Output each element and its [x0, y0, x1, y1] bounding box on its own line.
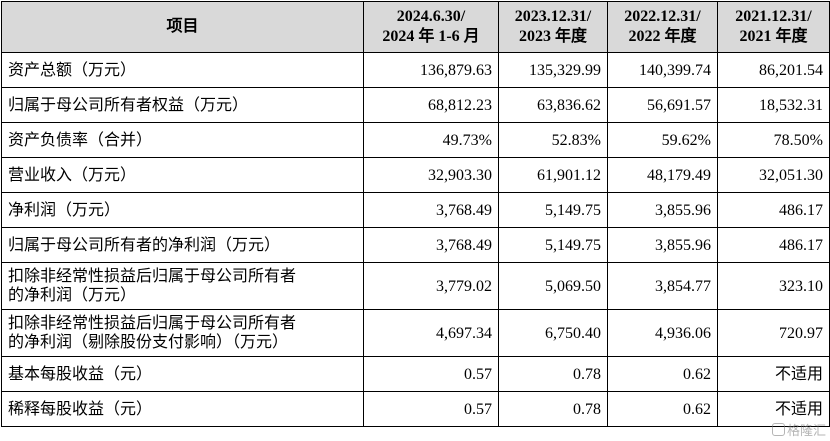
value-cell: 不适用	[717, 356, 830, 392]
value-cell: 0.78	[498, 356, 608, 392]
value-cell: 0.57	[363, 391, 499, 427]
table-row: 资产总额（万元） 136,879.63 135,329.99 140,399.74 86…	[1, 52, 830, 88]
table-row: 营业收入（万元） 32,903.30 61,901.12 48,179.49 32,05…	[1, 157, 830, 193]
value-cell: 486.17	[717, 227, 830, 263]
value-cell: 32,051.30	[717, 157, 830, 193]
value-cell: 5,149.75	[498, 227, 608, 263]
table-row: 归属于母公司所有者的净利润（万元） 3,768.49 5,149.75 3,855.9…	[1, 227, 830, 263]
value-cell: 18,532.31	[717, 87, 830, 123]
value-cell: 0.62	[607, 356, 718, 392]
table-row: 净利润（万元） 3,768.49 5,149.75 3,855.96 486.17	[1, 192, 830, 228]
value-cell: 32,903.30	[363, 157, 499, 193]
value-cell: 0.78	[498, 391, 608, 427]
table-row: 稀释每股收益（元） 0.57 0.78 0.62 不适用	[1, 391, 830, 427]
row-label: 稀释每股收益（元）	[1, 391, 364, 427]
row-label: 归属于母公司所有者的净利润（万元）	[1, 227, 364, 263]
value-cell: 59.62%	[607, 122, 718, 158]
row-label: 扣除非经常性损益后归属于母公司所有者 的净利润（剔除股份支付影响）（万元）	[1, 309, 364, 357]
header-2022: 2022.12.31/2022 年度	[607, 1, 718, 53]
row-label: 净利润（万元）	[1, 192, 364, 228]
value-cell: 135,329.99	[498, 52, 608, 88]
value-cell: 0.57	[363, 356, 499, 392]
value-cell: 52.83%	[498, 122, 608, 158]
watermark: 格隆汇	[771, 420, 826, 439]
table-row: 扣除非经常性损益后归属于母公司所有者 的净利润（剔除股份支付影响）（万元） 4,69…	[1, 309, 830, 357]
value-cell: 3,768.49	[363, 227, 499, 263]
header-2024h1: 2024.6.30/2024 年 1-6 月	[363, 1, 499, 53]
value-cell: 49.73%	[363, 122, 499, 158]
value-cell: 86,201.54	[717, 52, 830, 88]
watermark-text: 格隆汇	[786, 424, 826, 439]
value-cell: 4,697.34	[363, 309, 499, 357]
table-row: 归属于母公司所有者权益（万元） 68,812.23 63,836.62 56,691.…	[1, 87, 830, 123]
value-cell: 3,779.02	[363, 262, 499, 310]
value-cell: 68,812.23	[363, 87, 499, 123]
value-cell: 3,855.96	[607, 192, 718, 228]
value-cell: 3,768.49	[363, 192, 499, 228]
financial-data-table: 项目 2024.6.30/2024 年 1-6 月 2023.12.31/202…	[1, 1, 830, 427]
value-cell: 5,149.75	[498, 192, 608, 228]
value-cell: 140,399.74	[607, 52, 718, 88]
header-item: 项目	[1, 1, 364, 53]
value-cell: 136,879.63	[363, 52, 499, 88]
row-label: 营业收入（万元）	[1, 157, 364, 193]
value-cell: 4,936.06	[607, 309, 718, 357]
row-label: 扣除非经常性损益后归属于母公司所有者 的净利润（万元）	[1, 262, 364, 310]
value-cell: 0.62	[607, 391, 718, 427]
row-label: 资产负债率（合并）	[1, 122, 364, 158]
value-cell: 720.97	[717, 309, 830, 357]
value-cell: 323.10	[717, 262, 830, 310]
value-cell: 63,836.62	[498, 87, 608, 123]
app-logo-icon	[771, 423, 785, 436]
header-2021: 2021.12.31/2021 年度	[717, 1, 830, 53]
value-cell: 3,854.77	[607, 262, 718, 310]
table-row: 资产负债率（合并） 49.73% 52.83% 59.62% 78.50%	[1, 122, 830, 158]
table-row: 基本每股收益（元） 0.57 0.78 0.62 不适用	[1, 356, 830, 392]
value-cell: 5,069.50	[498, 262, 608, 310]
row-label: 资产总额（万元）	[1, 52, 364, 88]
header-2023: 2023.12.31/2023 年度	[498, 1, 608, 53]
table-row: 扣除非经常性损益后归属于母公司所有者 的净利润（万元） 3,779.02 5,069.…	[1, 262, 830, 310]
row-label: 基本每股收益（元）	[1, 356, 364, 392]
header-row: 项目 2024.6.30/2024 年 1-6 月 2023.12.31/202…	[1, 1, 830, 53]
value-cell: 56,691.57	[607, 87, 718, 123]
value-cell: 不适用	[717, 391, 830, 427]
value-cell: 61,901.12	[498, 157, 608, 193]
value-cell: 3,855.96	[607, 227, 718, 263]
value-cell: 48,179.49	[607, 157, 718, 193]
value-cell: 486.17	[717, 192, 830, 228]
value-cell: 6,750.40	[498, 309, 608, 357]
row-label: 归属于母公司所有者权益（万元）	[1, 87, 364, 123]
value-cell: 78.50%	[717, 122, 830, 158]
